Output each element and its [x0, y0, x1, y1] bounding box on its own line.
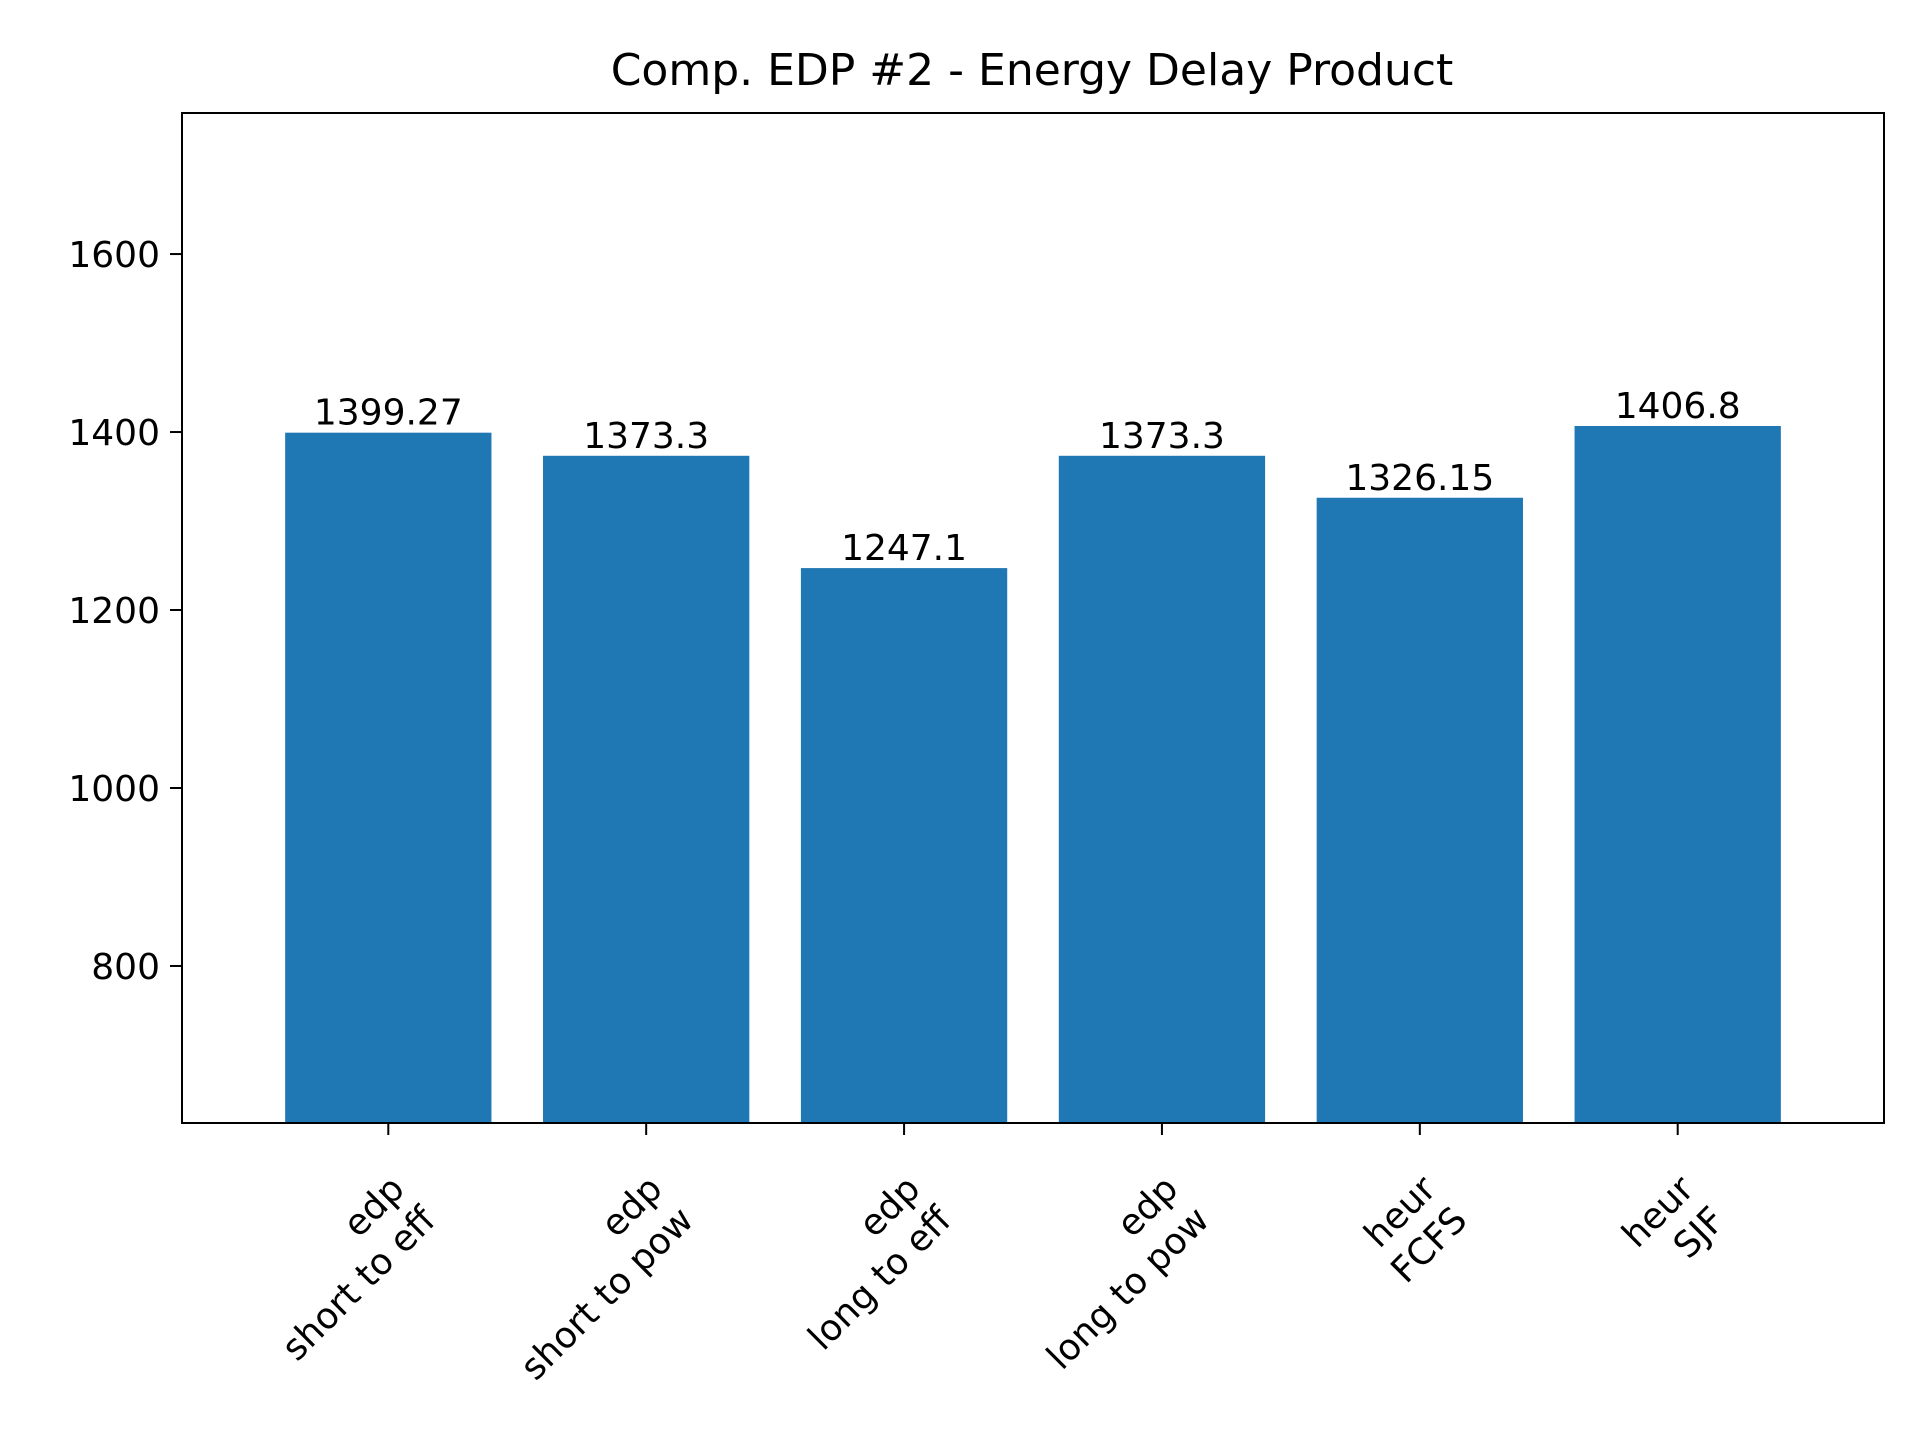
bar-value-label: 1373.3: [583, 416, 709, 457]
value-labels-layer: 1399.27 1373.3 1247.1 1373.3 1326.15 1406.8: [314, 386, 1741, 569]
bars-layer: [285, 425, 1781, 1124]
y-tick-label: 800: [91, 947, 160, 988]
bar-value-label: 1247.1: [841, 528, 967, 569]
x-tick-label: heurSJF: [1615, 1168, 1734, 1287]
x-tick-label: heurFCFS: [1352, 1168, 1475, 1291]
bar: [800, 568, 1008, 1123]
x-tick-label: edpshort to pow: [482, 1168, 702, 1388]
y-tick-label: 1000: [68, 769, 160, 810]
bar-value-label: 1399.27: [314, 393, 463, 434]
bar: [1316, 497, 1523, 1123]
bar: [1574, 425, 1781, 1124]
bar: [543, 455, 750, 1123]
x-tick-label: edplong to eff: [770, 1168, 961, 1359]
bar: [285, 432, 492, 1123]
bar: [1058, 455, 1266, 1123]
x-tick-label: edpshort to eff: [243, 1168, 444, 1369]
chart-title: Comp. EDP #2 - Energy Delay Product: [611, 45, 1454, 96]
x-axis: edpshort to eff edpshort to pow edplong to…: [243, 1123, 1734, 1388]
y-tick-label: 1400: [68, 413, 160, 454]
y-tick-label: 1600: [68, 235, 160, 276]
bar-value-label: 1326.15: [1345, 458, 1494, 499]
y-axis: 800 1000 1200 1400 1600: [68, 235, 182, 988]
bar-value-label: 1406.8: [1615, 386, 1741, 427]
bar-value-label: 1373.3: [1099, 416, 1225, 457]
y-tick-label: 1200: [68, 591, 160, 632]
x-tick-label: edplong to pow: [1008, 1168, 1217, 1377]
plot-frame: [181, 112, 1885, 1124]
